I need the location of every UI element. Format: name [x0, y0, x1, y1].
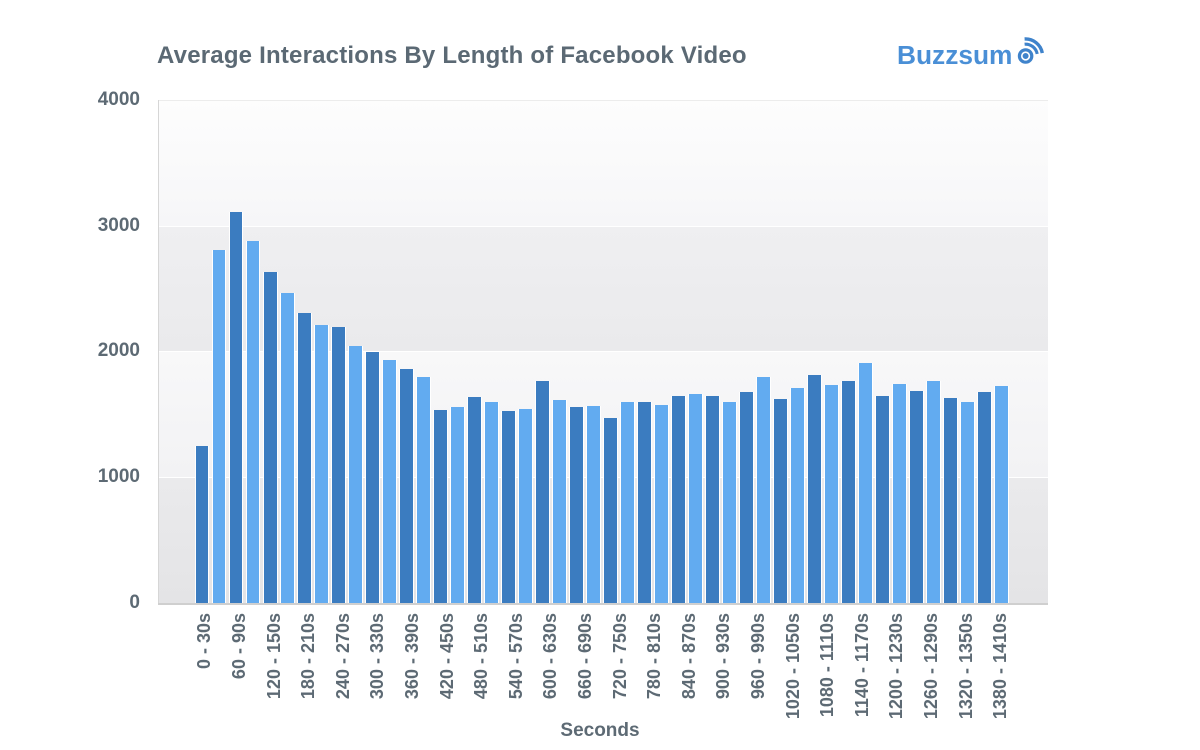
svg-text:Buzzsum: Buzzsum [897, 40, 1012, 70]
